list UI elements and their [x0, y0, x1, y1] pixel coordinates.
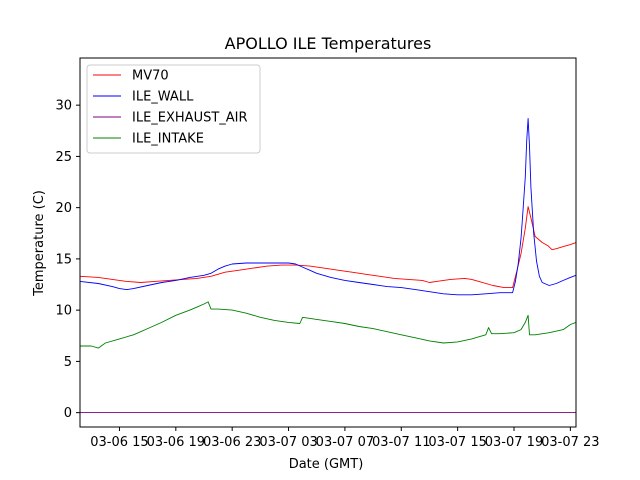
y-tick-label: 5 [64, 355, 72, 370]
y-tick-label: 0 [64, 406, 72, 421]
legend-box [86, 64, 261, 154]
chart-title: APOLLO ILE Temperatures [225, 34, 432, 53]
series-line-ile-intake [80, 301, 576, 349]
legend-entry-label: ILE_EXHAUST_AIR [132, 111, 248, 126]
legend-entry-label: ILE_INTAKE [132, 132, 204, 147]
x-tick-label: 03-07 07 [316, 435, 374, 450]
series-line-mv70 [80, 206, 576, 289]
plot-area [80, 118, 576, 414]
x-tick-label: 03-06 23 [203, 435, 261, 450]
legend-entry-label: MV70 [132, 69, 169, 84]
series-line-ile-wall [80, 118, 576, 296]
y-tick-label: 15 [55, 252, 72, 267]
y-tick-label: 25 [55, 150, 72, 165]
y-tick-label: 30 [55, 99, 72, 114]
series-layer [80, 118, 576, 414]
y-tick-label: 10 [55, 304, 72, 319]
x-tick-label: 03-07 03 [259, 435, 317, 450]
y-tick-label: 20 [55, 201, 72, 216]
x-tick-label: 03-07 23 [541, 435, 599, 450]
x-tick-label: 03-06 15 [90, 435, 148, 450]
y-axis-label: Temperature (C) [32, 190, 47, 297]
legend: MV70 ILE_WALL ILE_EXHAUST_AIR ILE_INTAKE [86, 64, 261, 154]
x-tick-label: 03-07 19 [485, 435, 543, 450]
plot-frame [79, 57, 577, 428]
x-tick-label: 03-07 11 [372, 435, 430, 450]
x-axis-label: Date (GMT) [289, 457, 364, 472]
y-axis: 0 5 10 15 20 25 30 [55, 99, 80, 421]
x-tick-label: 03-07 15 [428, 435, 486, 450]
legend-entry-label: ILE_WALL [132, 90, 194, 105]
x-tick-label: 03-06 19 [147, 435, 205, 450]
